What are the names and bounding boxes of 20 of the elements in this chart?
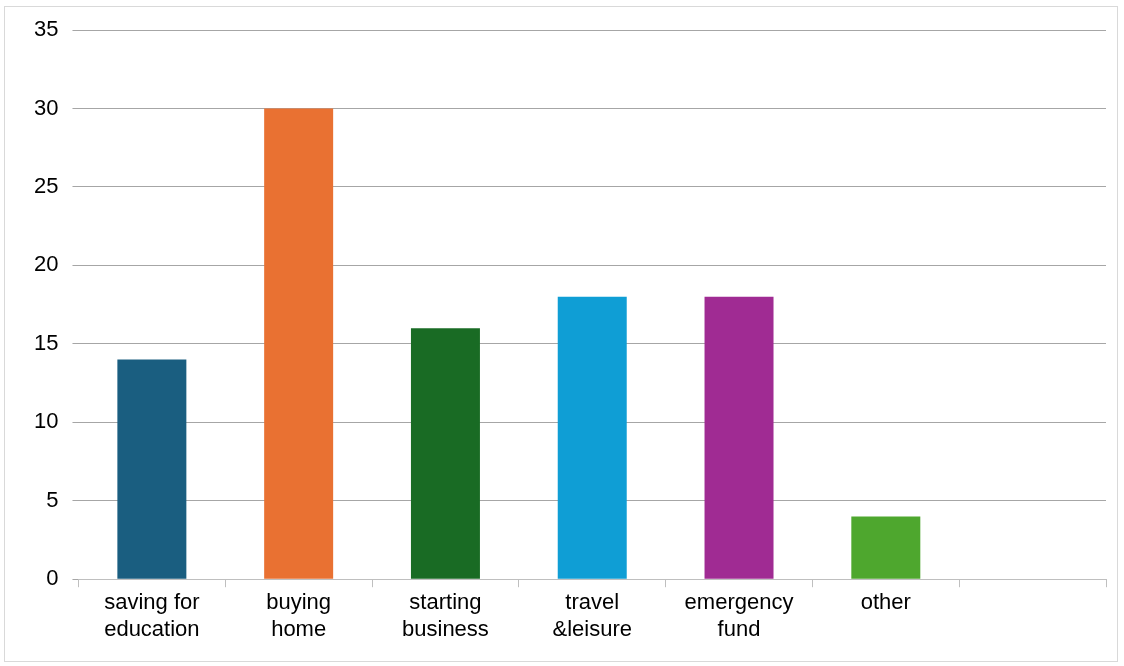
y-tick-label: 15 xyxy=(33,329,59,355)
x-tick-label: buying home xyxy=(266,589,332,641)
bar xyxy=(410,328,480,579)
bar xyxy=(264,108,334,579)
y-tick-label: 0 xyxy=(46,565,59,591)
y-tick-label: 30 xyxy=(33,94,59,120)
x-tick-label: travel &leisure xyxy=(552,589,632,641)
bar xyxy=(851,516,921,579)
bar xyxy=(557,296,627,579)
y-tick-label: 10 xyxy=(33,408,59,434)
bar xyxy=(704,296,774,579)
x-tick-label: starting business xyxy=(402,589,489,641)
y-tick-label: 25 xyxy=(33,172,59,198)
x-tick-label: emergency fund xyxy=(684,589,794,641)
bar xyxy=(117,359,187,579)
y-tick-label: 35 xyxy=(33,16,59,42)
y-tick-label: 5 xyxy=(46,486,59,512)
y-tick-label: 20 xyxy=(33,251,59,277)
x-tick-label: saving for education xyxy=(104,589,200,641)
x-tick-label: other xyxy=(860,589,911,615)
